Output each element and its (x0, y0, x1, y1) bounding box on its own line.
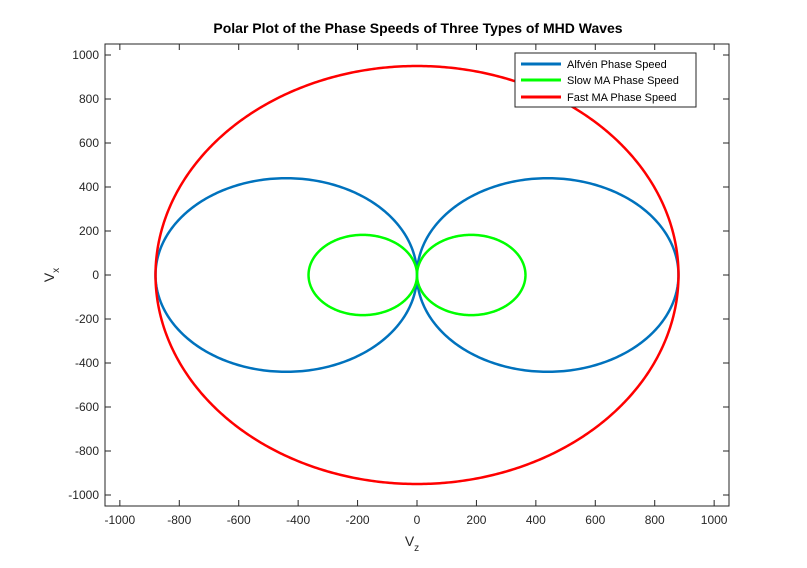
x-tick-label: -200 (346, 513, 370, 527)
y-axis-label-sub: x (51, 268, 62, 273)
x-tick-label: -800 (167, 513, 191, 527)
x-axis-label-main: V (405, 533, 415, 549)
y-axis-label-main: V (41, 272, 57, 282)
x-axis-label: Vz (405, 533, 419, 554)
legend-label-alfven: Alfvén Phase Speed (567, 59, 667, 71)
y-tick-label: 0 (92, 268, 99, 282)
x-tick-label: 0 (414, 513, 421, 527)
y-axis-label: Vx (41, 268, 62, 282)
y-tick-label: -200 (75, 312, 99, 326)
x-tick-label: -1000 (105, 513, 136, 527)
y-tick-label: 800 (79, 92, 99, 106)
legend-label-slow: Slow MA Phase Speed (567, 75, 679, 87)
y-tick-label: -400 (75, 356, 99, 370)
y-tick-label: -1000 (68, 488, 99, 502)
chart-title: Polar Plot of the Phase Speeds of Three … (213, 20, 622, 36)
y-axis-ticks: -1000 -800 -600 -400 -200 0 200 400 600 800 1000 (68, 48, 729, 502)
x-tick-label: -400 (286, 513, 310, 527)
x-tick-label: -600 (227, 513, 251, 527)
y-tick-label: 1000 (72, 48, 99, 62)
y-tick-label: 400 (79, 180, 99, 194)
x-axis-label-sub: z (414, 543, 419, 554)
x-tick-label: 200 (466, 513, 486, 527)
x-axis-ticks: -1000 -800 -600 -400 -200 0 200 400 600 800 1000 (105, 44, 728, 527)
x-tick-label: 1000 (701, 513, 728, 527)
legend-label-fast: Fast MA Phase Speed (567, 92, 676, 104)
series-line-slow (307, 233, 527, 317)
y-tick-label: 200 (79, 224, 99, 238)
x-tick-label: 600 (585, 513, 605, 527)
x-tick-label: 400 (526, 513, 546, 527)
x-tick-label: 800 (645, 513, 665, 527)
legend: Alfvén Phase Speed Slow MA Phase Speed F… (514, 52, 697, 108)
y-tick-label: 600 (79, 136, 99, 150)
y-tick-label: -600 (75, 400, 99, 414)
y-tick-label: -800 (75, 444, 99, 458)
